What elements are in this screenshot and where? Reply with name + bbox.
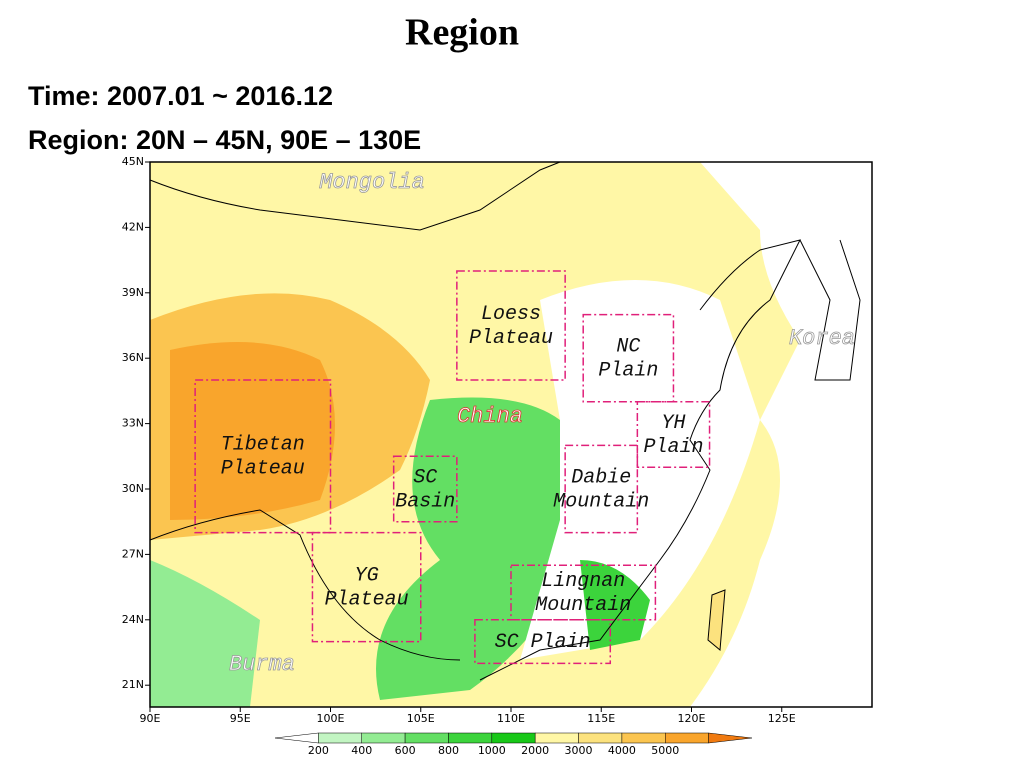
colorbar-swatch bbox=[448, 732, 493, 744]
region-box bbox=[311, 531, 422, 643]
region-label: Dabie bbox=[571, 466, 631, 489]
lat-tick-label: 24N bbox=[122, 613, 144, 626]
colorbar-label: 400 bbox=[351, 744, 372, 757]
lon-tick-label: 90E bbox=[140, 712, 161, 725]
lat-tick-label: 27N bbox=[122, 547, 144, 560]
region-label: SC Plain bbox=[495, 631, 591, 654]
lon-tick-label: 115E bbox=[587, 712, 615, 725]
region-box bbox=[194, 379, 332, 534]
region-label: Plateau bbox=[469, 327, 553, 350]
region-label: SC bbox=[413, 466, 437, 489]
terrain-highest bbox=[170, 342, 335, 520]
map: Mongolia China Korea Burma bbox=[149, 161, 873, 708]
colorbar-label: 800 bbox=[438, 744, 459, 757]
lon-tick-label: 100E bbox=[317, 712, 345, 725]
colorbar-label: 3000 bbox=[565, 744, 593, 757]
colorbar-label: 600 bbox=[395, 744, 416, 757]
colorbar-swatch bbox=[404, 732, 449, 744]
terrain-low bbox=[376, 397, 580, 700]
terrain-south bbox=[150, 560, 260, 707]
lon-tick-label: 120E bbox=[678, 712, 706, 725]
lat-tick-label: 33N bbox=[122, 417, 144, 430]
colorbar-swatch bbox=[665, 732, 709, 744]
region-box bbox=[582, 313, 675, 403]
lat-tick-label: 42N bbox=[122, 220, 144, 233]
place-label: China bbox=[457, 404, 523, 429]
colorbar-swatch bbox=[318, 732, 362, 744]
lat-tick-label: 30N bbox=[122, 482, 144, 495]
region-box bbox=[636, 401, 711, 468]
lat-tick-label: 36N bbox=[122, 351, 144, 364]
border-mongolia bbox=[149, 161, 561, 231]
region-box bbox=[564, 444, 639, 534]
region-box bbox=[510, 564, 657, 621]
colorbar-end bbox=[708, 732, 753, 744]
lon-tick-label: 125E bbox=[768, 712, 796, 725]
terrain-lingnan bbox=[580, 560, 650, 650]
region-label: Basin bbox=[395, 490, 455, 513]
region-label: Plateau bbox=[221, 458, 305, 481]
region-box bbox=[456, 270, 566, 381]
border-south bbox=[149, 509, 461, 661]
lat-tick-label: 39N bbox=[122, 286, 144, 299]
korea-coast bbox=[799, 239, 861, 381]
taiwan bbox=[707, 589, 726, 651]
region-label: Mountain bbox=[553, 490, 649, 513]
place-label: Mongolia bbox=[319, 170, 425, 195]
region-label: Plain bbox=[598, 359, 658, 382]
sea bbox=[690, 162, 872, 707]
colorbar-label: 1000 bbox=[478, 744, 506, 757]
region-label: YH bbox=[661, 412, 685, 435]
colorbar-label: 4000 bbox=[608, 744, 636, 757]
region-label: Loess bbox=[481, 303, 541, 326]
colorbar-label: 2000 bbox=[521, 744, 549, 757]
region-box bbox=[392, 455, 458, 523]
lon-tick-label: 110E bbox=[497, 712, 525, 725]
colorbar-swatch bbox=[621, 732, 666, 744]
region-label: Mountain bbox=[535, 594, 631, 617]
title: Region bbox=[405, 12, 519, 54]
lat-tick-label: 21N bbox=[122, 678, 144, 691]
region-label: Plateau bbox=[325, 588, 409, 611]
region-label: YG bbox=[355, 564, 379, 587]
time-line: Time: 2007.01 ~ 2016.12 bbox=[28, 81, 333, 111]
region-label: Plain bbox=[643, 436, 703, 459]
lon-tick-label: 95E bbox=[230, 712, 251, 725]
colorbar-label: 5000 bbox=[651, 744, 679, 757]
colorbar-swatch bbox=[534, 732, 579, 744]
colorbar-label: 200 bbox=[308, 744, 329, 757]
region-box bbox=[474, 619, 612, 665]
colorbar-swatch bbox=[361, 732, 406, 744]
region-label: Lingnan bbox=[541, 570, 625, 593]
region-label: Tibetan bbox=[221, 434, 305, 457]
lon-tick-label: 105E bbox=[407, 712, 435, 725]
place-label: Burma bbox=[229, 652, 295, 677]
colorbar-swatch bbox=[578, 732, 623, 744]
colorbar-end bbox=[274, 732, 319, 744]
colorbar-swatch bbox=[491, 732, 536, 744]
region-line: Region: 20N – 45N, 90E – 130E bbox=[28, 125, 421, 155]
lat-tick-label: 45N bbox=[122, 155, 144, 168]
place-label: Korea bbox=[789, 326, 855, 351]
region-label: NC bbox=[616, 335, 640, 358]
coastline bbox=[479, 239, 801, 681]
